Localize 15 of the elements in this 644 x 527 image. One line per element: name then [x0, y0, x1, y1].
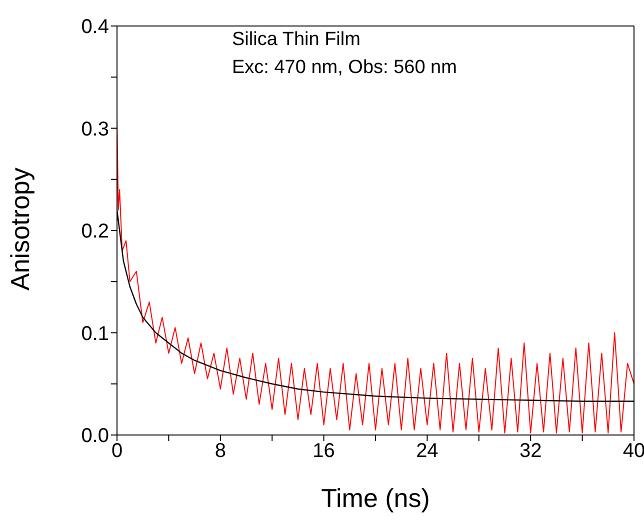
- x-tick-label: 32: [519, 440, 542, 462]
- x-axis-title: Time (ns): [321, 483, 430, 513]
- y-tick-label: 0.3: [81, 118, 109, 140]
- y-tick-label: 0.0: [81, 425, 109, 448]
- x-tick-label: 16: [312, 440, 335, 462]
- x-tick-label: 24: [416, 440, 438, 462]
- y-axis-title: Anisotropy: [5, 168, 36, 290]
- x-tick-label: 0: [111, 440, 123, 462]
- y-tick-label: 0.1: [81, 322, 109, 345]
- x-tick-label: 40: [622, 440, 644, 462]
- y-tick-label: 0.2: [81, 220, 109, 243]
- annotation: Silica Thin Film: [232, 28, 362, 52]
- x-tick-label: 8: [214, 440, 226, 462]
- y-tick-label: 0.4: [81, 16, 109, 38]
- annotation: Exc: 470 nm, Obs: 560 nm: [232, 56, 457, 80]
